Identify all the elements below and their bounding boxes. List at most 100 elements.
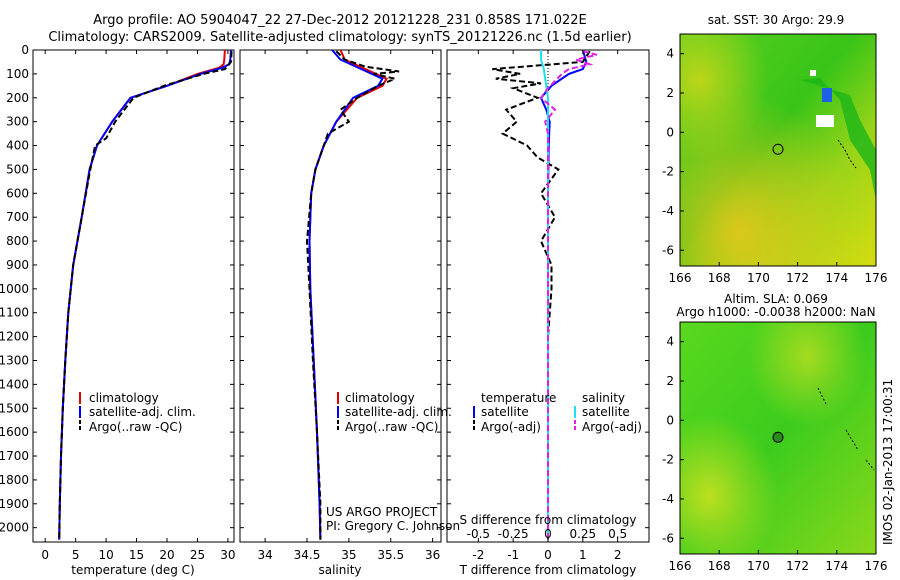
x-tick-label: 2 — [614, 548, 622, 562]
plot-title-line2: Climatology: CARS2009. Satellite-adjuste… — [48, 30, 632, 45]
x-tick-label: 10 — [98, 548, 113, 562]
map-x-tick-label: 168 — [708, 271, 731, 285]
depth-tick-label: 400 — [6, 139, 29, 153]
temperature-panel-frame — [32, 49, 235, 543]
series-line-climatology — [308, 50, 389, 540]
map-x-tick-label: 166 — [669, 559, 692, 573]
legend-label-climatology: climatology — [89, 391, 159, 405]
map-y-tick-label: -4 — [662, 204, 674, 218]
x-tick-label: 25 — [190, 548, 205, 562]
map-x-tick-label: 172 — [786, 271, 809, 285]
depth-tick-label: 200 — [6, 91, 29, 105]
map-y-tick-label: -4 — [662, 492, 674, 506]
credit-project: US ARGO PROJECT — [326, 505, 438, 519]
sla-coastline — [817, 387, 875, 471]
map-x-tick-label: 176 — [865, 559, 888, 573]
depth-tick-label: 2000 — [0, 521, 29, 535]
x-tick-label: 20 — [159, 548, 174, 562]
sst-missing-data — [810, 70, 816, 76]
depth-tick-label: 1500 — [0, 401, 29, 415]
x-tick-label: 15 — [129, 548, 144, 562]
x-tick-label: 0 — [41, 548, 49, 562]
plot-title-line1: Argo profile: AO 5904047_22 27-Dec-2012 … — [93, 13, 587, 28]
depth-tick-label: 1300 — [0, 353, 29, 367]
map-x-tick-label: 166 — [669, 271, 692, 285]
x-tick-label: 34 — [257, 548, 272, 562]
imos-side-label: IMOS 02-Jan-2013 17:00:31 — [881, 379, 895, 545]
series-line-s-satellite — [540, 50, 549, 540]
sla-map-title-line1: Altim. SLA: 0.069 — [724, 292, 828, 306]
series-line-t-argo-adj- — [492, 50, 591, 540]
difference-xlabel: T difference from climatology — [459, 563, 637, 577]
series-line-satellite-adj-clim- — [58, 50, 232, 540]
difference-legend-salinity: salinity satellite Argo(-adj) — [574, 391, 642, 434]
depth-tick-label: 1400 — [0, 377, 29, 391]
series-line-satellite-adj-clim- — [308, 50, 384, 540]
depth-tick-label: 1900 — [0, 497, 29, 511]
legend-label-t-satellite: satellite — [481, 405, 529, 419]
sst-cool-tongue — [800, 78, 876, 200]
series-line-argo-raw-qc- — [305, 50, 400, 540]
sst-map-title: sat. SST: 30 Argo: 29.9 — [708, 13, 845, 27]
map-x-tick-label: 172 — [786, 559, 809, 573]
temperature-plot — [58, 50, 233, 540]
sst-coastline — [837, 139, 857, 169]
x-tick-label: 0 — [544, 548, 552, 562]
s-diff-tick-label: -0.25 — [498, 527, 529, 541]
sla-map-frame — [679, 321, 877, 555]
temperature-legend: climatology satellite-adj. clim. Argo(..… — [79, 391, 196, 434]
map-y-tick-label: 4 — [666, 47, 674, 61]
legend-title-salinity: salinity — [582, 391, 625, 405]
difference-legend-temperature: temperature satellite Argo(-adj) — [473, 391, 556, 434]
sst-missing-data — [816, 115, 834, 127]
temperature-xlabel: temperature (deg C) — [71, 563, 194, 577]
map-y-tick-label: 0 — [666, 413, 674, 427]
depth-tick-label: 100 — [6, 67, 29, 81]
salinity-xlabel: salinity — [318, 563, 361, 577]
depth-tick-label: 1100 — [0, 306, 29, 320]
s-diff-tick-label: 0.25 — [569, 527, 596, 541]
argo-position-marker — [772, 431, 784, 443]
legend-label-s-argo: Argo(-adj) — [582, 420, 642, 434]
series-line-s-argo-adj- — [539, 50, 598, 540]
map-x-tick-label: 168 — [708, 559, 731, 573]
legend-label-t-argo: Argo(-adj) — [481, 420, 541, 434]
x-tick-label: -2 — [472, 548, 484, 562]
depth-tick-label: 1700 — [0, 449, 29, 463]
depth-axis: 0 100 200 300 400 500 600 700 800 900 1000 1100 1200… — [0, 43, 649, 535]
map-x-tick-label: 170 — [747, 559, 770, 573]
sst-warm-area-north — [680, 34, 876, 266]
depth-tick-label: 300 — [6, 115, 29, 129]
salinity-panel-frame — [239, 49, 442, 543]
x-tick-label: 36 — [425, 548, 440, 562]
map-x-tick-label: 174 — [825, 271, 848, 285]
sla-map-title-line2: Argo h1000: -0.0038 h2000: NaN — [676, 305, 875, 319]
depth-tick-label: 1800 — [0, 473, 29, 487]
map-y-tick-label: 0 — [666, 125, 674, 139]
legend-label-climatology: climatology — [345, 391, 415, 405]
series-line-argo-raw-qc- — [58, 51, 233, 540]
legend-label-argo: Argo(..raw -QC) — [345, 420, 438, 434]
credit-pi: PI: Gregory C. Johnson — [326, 519, 460, 533]
argo-position-marker — [772, 143, 784, 155]
salinity-plot — [305, 50, 400, 540]
s-diff-tick-label: 0.5 — [608, 527, 627, 541]
x-tick-label: 35 — [341, 548, 356, 562]
s-diff-tick-label: -0.5 — [467, 527, 490, 541]
depth-tick-label: 1000 — [0, 282, 29, 296]
depth-tick-label: 1200 — [0, 330, 29, 344]
map-y-tick-label: 2 — [666, 374, 674, 388]
x-tick-label: 35.5 — [377, 548, 404, 562]
sla-map-axes: 166 168 170 172 174 176 -6 -4 -2 0 2 4 — [662, 335, 887, 573]
map-y-tick-label: -2 — [662, 453, 674, 467]
map-y-tick-label: -2 — [662, 165, 674, 179]
map-x-tick-label: 174 — [825, 559, 848, 573]
s-diff-tick-label: 0 — [544, 527, 552, 541]
map-y-tick-label: 4 — [666, 335, 674, 349]
depth-tick-label: 0 — [21, 43, 29, 57]
x-tick-label: 34.5 — [294, 548, 321, 562]
legend-label-argo: Argo(..raw -QC) — [89, 420, 182, 434]
salinity-x-ticks: 34 34.5 35 35.5 36 — [257, 50, 440, 562]
sst-map-axes: 166 168 170 172 174 176 -6 -4 -2 0 2 4 — [662, 47, 887, 285]
map-y-tick-label: 2 — [666, 86, 674, 100]
